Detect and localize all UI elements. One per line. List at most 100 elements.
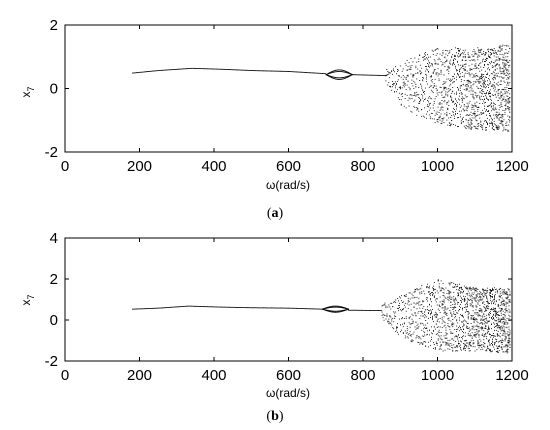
data-point-a bbox=[439, 102, 441, 104]
data-point-b bbox=[205, 306, 207, 308]
data-point-b bbox=[404, 302, 406, 304]
data-point-b bbox=[389, 316, 391, 318]
data-point-b bbox=[412, 340, 414, 342]
data-point-a bbox=[217, 68, 218, 70]
data-point-b bbox=[341, 307, 343, 309]
data-point-a bbox=[422, 77, 424, 78]
data-point-b bbox=[307, 308, 309, 310]
data-point-a bbox=[395, 85, 396, 87]
x-tick-label-b: 0 bbox=[61, 367, 69, 384]
data-point-b bbox=[491, 317, 492, 319]
data-point-b bbox=[482, 328, 484, 329]
data-point-b bbox=[475, 296, 477, 298]
data-point-a bbox=[417, 108, 419, 110]
data-point-a bbox=[487, 98, 488, 100]
data-point-b bbox=[493, 299, 494, 301]
data-point-b bbox=[402, 323, 403, 325]
data-point-b bbox=[443, 325, 445, 327]
data-point-a bbox=[489, 104, 491, 106]
data-point-a bbox=[427, 104, 428, 106]
data-point-a bbox=[381, 75, 383, 76]
data-point-b bbox=[447, 318, 449, 320]
data-point-b bbox=[409, 326, 411, 328]
data-point-b bbox=[467, 334, 469, 336]
data-point-b bbox=[473, 316, 475, 318]
data-point-b bbox=[193, 305, 195, 307]
data-point-a bbox=[475, 116, 477, 118]
data-point-a bbox=[501, 72, 503, 74]
data-point-a bbox=[146, 71, 148, 73]
data-point-b bbox=[419, 336, 421, 338]
data-point-b bbox=[426, 297, 428, 299]
data-point-a bbox=[226, 69, 228, 70]
data-point-a bbox=[327, 74, 329, 76]
data-point-b bbox=[319, 308, 321, 310]
data-point-b bbox=[453, 323, 455, 325]
data-point-a bbox=[144, 71, 146, 73]
data-point-a bbox=[500, 81, 502, 83]
data-point-a bbox=[457, 55, 458, 57]
data-point-a bbox=[331, 77, 332, 78]
data-point-a bbox=[478, 49, 480, 51]
data-point-b bbox=[508, 317, 510, 319]
data-point-a bbox=[445, 91, 447, 93]
data-point-a bbox=[412, 61, 414, 63]
data-point-a bbox=[411, 83, 413, 84]
data-point-a bbox=[222, 68, 224, 70]
data-point-b bbox=[266, 307, 267, 309]
data-point-b bbox=[493, 310, 494, 312]
data-point-b bbox=[491, 290, 492, 291]
data-point-b bbox=[447, 297, 449, 299]
data-point-a bbox=[508, 45, 510, 47]
data-point-b bbox=[208, 306, 209, 308]
data-point-b bbox=[429, 334, 430, 336]
data-point-a bbox=[478, 79, 480, 81]
data-point-a bbox=[469, 69, 471, 71]
data-point-a bbox=[439, 53, 441, 55]
data-point-a bbox=[431, 79, 433, 80]
data-point-b bbox=[437, 308, 439, 310]
data-point-b bbox=[282, 307, 284, 309]
data-point-b bbox=[412, 321, 414, 322]
data-point-a bbox=[498, 58, 500, 59]
data-point-b bbox=[448, 317, 450, 319]
data-point-a bbox=[469, 74, 471, 75]
data-point-b bbox=[442, 300, 444, 302]
data-point-b bbox=[467, 316, 469, 318]
data-point-b bbox=[462, 309, 463, 311]
data-point-a bbox=[298, 71, 300, 73]
data-point-b bbox=[327, 307, 329, 309]
data-point-a bbox=[414, 92, 416, 93]
data-point-b bbox=[413, 306, 415, 308]
data-point-b bbox=[496, 348, 498, 350]
data-point-b bbox=[508, 319, 510, 321]
data-point-a bbox=[460, 92, 462, 94]
data-point-b bbox=[267, 307, 268, 309]
data-point-a bbox=[430, 80, 432, 82]
data-point-b bbox=[422, 315, 424, 317]
data-point-a bbox=[256, 70, 258, 72]
data-point-b bbox=[471, 328, 473, 330]
data-point-a bbox=[294, 71, 296, 73]
data-point-b bbox=[459, 309, 460, 311]
data-point-b bbox=[500, 319, 502, 321]
data-point-a bbox=[499, 68, 501, 70]
data-point-a bbox=[487, 68, 488, 70]
data-point-b bbox=[413, 297, 415, 299]
data-point-a bbox=[493, 72, 495, 74]
data-point-a bbox=[282, 70, 284, 72]
data-point-a bbox=[398, 99, 400, 100]
data-point-a bbox=[471, 68, 473, 70]
data-point-a bbox=[416, 109, 418, 111]
data-point-b bbox=[393, 301, 395, 303]
data-point-b bbox=[430, 313, 431, 314]
data-point-a bbox=[437, 59, 439, 61]
data-point-b bbox=[488, 314, 490, 316]
data-point-a bbox=[316, 72, 318, 74]
data-point-b bbox=[325, 309, 327, 311]
data-point-a bbox=[481, 95, 483, 97]
data-point-b bbox=[473, 334, 475, 336]
data-point-a bbox=[409, 68, 411, 70]
data-point-a bbox=[348, 75, 349, 77]
data-point-a bbox=[340, 69, 342, 71]
